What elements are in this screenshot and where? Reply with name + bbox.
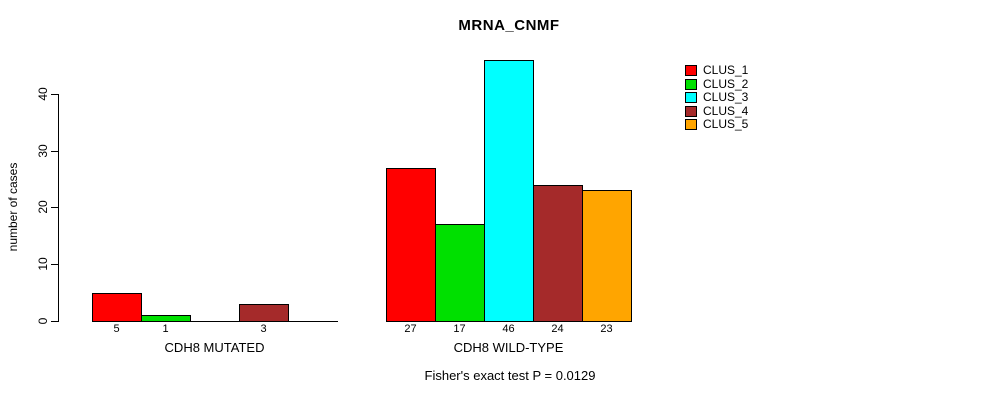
legend-item-clus_2: CLUS_2 — [685, 78, 748, 92]
legend-item-clus_1: CLUS_1 — [685, 64, 748, 78]
legend-item-clus_5: CLUS_5 — [685, 118, 748, 132]
bar-clus_5 — [582, 190, 632, 322]
bar-clus_4 — [533, 185, 583, 322]
bar-clus_3 — [484, 60, 534, 322]
bar-value-label: 27 — [404, 323, 417, 335]
fisher-test-annotation: Fisher's exact test P = 0.0129 — [424, 368, 596, 383]
y-axis-tick — [51, 151, 58, 152]
legend-label: CLUS_3 — [703, 90, 749, 105]
legend-swatch-icon — [685, 105, 697, 117]
legend: CLUS_1 CLUS_2 CLUS_3 CLUS_4 CLUS_5 — [685, 64, 748, 132]
legend-label: CLUS_2 — [703, 76, 749, 91]
bar-clus_1 — [386, 168, 436, 322]
bar-clus_2 — [435, 224, 485, 322]
y-axis-tick — [51, 264, 58, 265]
x-baseline — [92, 321, 338, 322]
bar-value-label: 24 — [551, 323, 564, 335]
bar-value-label: 17 — [453, 323, 466, 335]
legend-swatch-icon — [685, 65, 697, 77]
bar-value-label: 23 — [600, 323, 613, 335]
y-axis-tick-label: 30 — [36, 144, 50, 158]
legend-label: CLUS_4 — [703, 103, 749, 118]
chart-title: MRNA_CNMF — [458, 17, 560, 34]
y-axis-tick-label: 40 — [36, 87, 50, 101]
legend-swatch-icon — [685, 92, 697, 104]
legend-item-clus_3: CLUS_3 — [685, 91, 748, 105]
y-axis-label: number of cases — [6, 162, 20, 252]
bar-value-label: 3 — [260, 323, 267, 335]
legend-swatch-icon — [685, 119, 697, 131]
bar-value-label: 46 — [502, 323, 515, 335]
bar-clus_2 — [141, 315, 191, 322]
y-axis-tick-label: 0 — [36, 317, 50, 325]
legend-swatch-icon — [685, 78, 697, 90]
legend-label: CLUS_5 — [703, 117, 749, 132]
y-axis-tick — [51, 207, 58, 208]
y-axis-tick-label: 10 — [36, 257, 50, 271]
x-group-label: CDH8 WILD-TYPE — [453, 340, 564, 355]
x-group-label: CDH8 MUTATED — [164, 340, 265, 355]
y-axis-tick-label: 20 — [36, 200, 50, 214]
legend-item-clus_4: CLUS_4 — [685, 105, 748, 119]
bar-value-label: 5 — [113, 323, 120, 335]
y-axis-tick — [51, 94, 58, 95]
legend-label: CLUS_1 — [703, 63, 749, 78]
y-axis-tick — [51, 321, 58, 322]
bar-value-label: 1 — [162, 323, 169, 335]
bar-clus_4 — [239, 304, 289, 322]
y-axis-line — [58, 94, 59, 322]
bar-clus_1 — [92, 293, 142, 322]
